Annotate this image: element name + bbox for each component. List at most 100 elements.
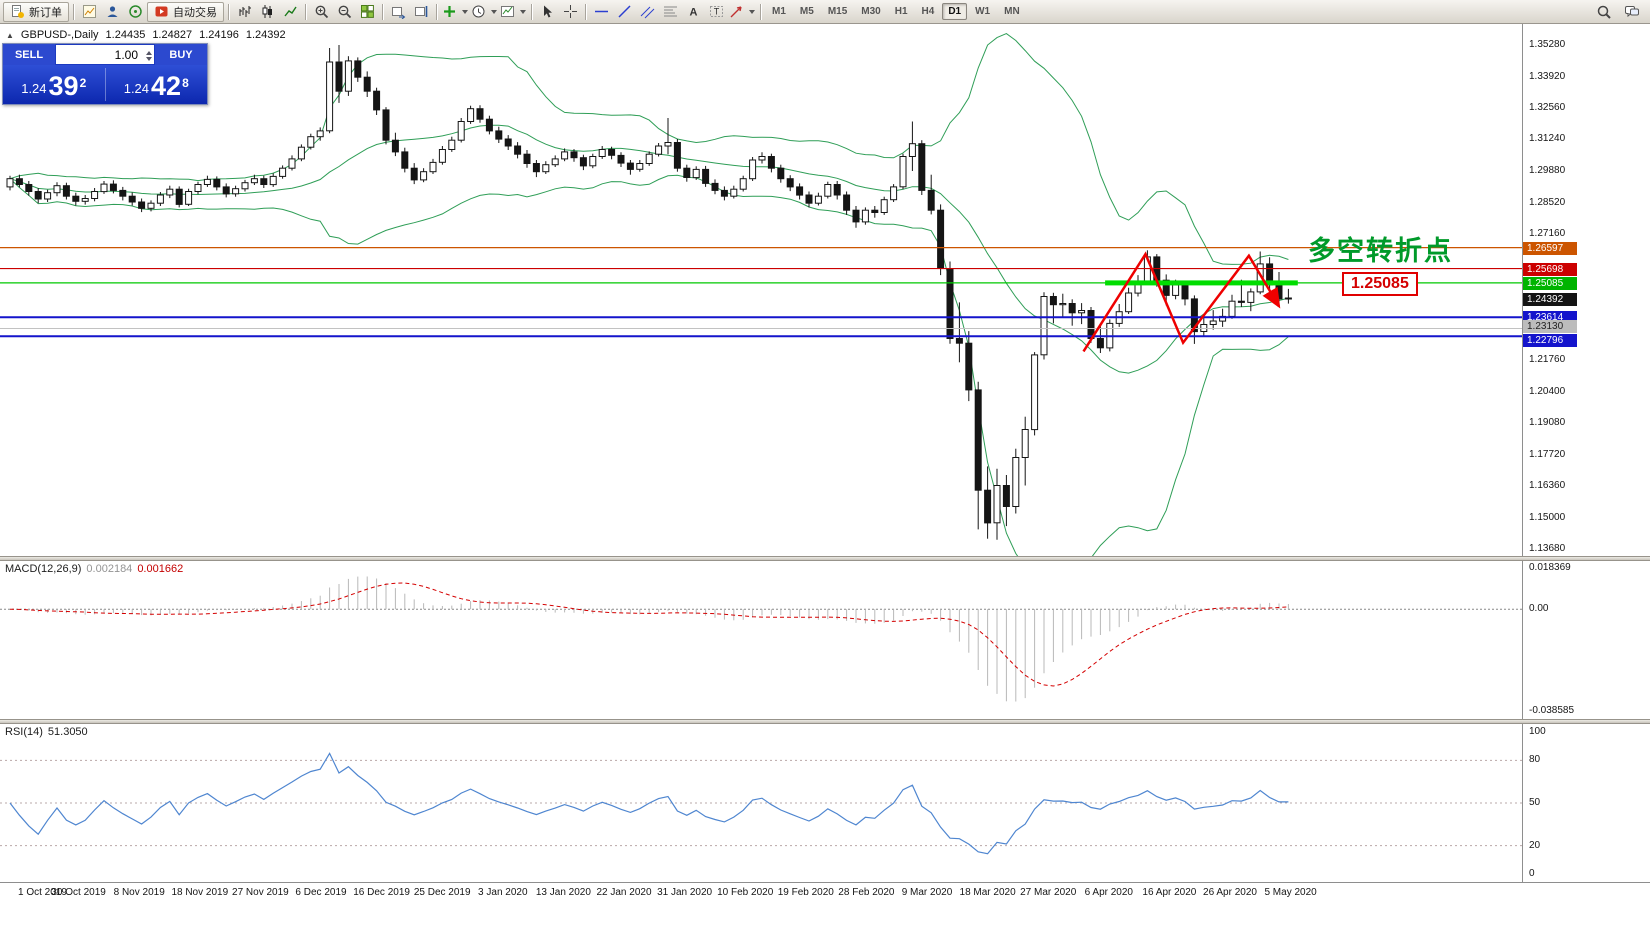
toolbar-separator [228, 3, 229, 20]
chat-button[interactable] [1621, 2, 1643, 22]
price-badge: 1.24392 [1523, 293, 1577, 307]
toolbar-right-group [1593, 2, 1647, 22]
channel-button[interactable] [636, 2, 658, 22]
price-badge: 1.25698 [1523, 262, 1577, 276]
buy-button[interactable]: BUY [155, 44, 207, 65]
new-order-button[interactable]: 新订单 [3, 1, 69, 22]
arrows-button[interactable] [728, 2, 756, 22]
charts-window-button[interactable] [78, 2, 100, 22]
chart-symbol-line: ▲ GBPUSD-,Daily 1.24435 1.24827 1.24196 … [6, 29, 286, 41]
timeframe-button-M1[interactable]: M1 [772, 6, 786, 17]
buy-price[interactable]: 1.24 42 8 [106, 65, 208, 104]
rsi-name: RSI(14) [5, 726, 43, 738]
toolbar-separator [436, 3, 437, 20]
panel-separator[interactable] [0, 719, 1650, 724]
y-axis-tick: 1.32560 [1529, 102, 1566, 114]
label-button[interactable]: T [705, 2, 727, 22]
price-badge: 1.23130 [1523, 319, 1577, 333]
zoom-in-button[interactable] [310, 2, 332, 22]
candlestick-chart [0, 33, 1522, 556]
text-button[interactable]: A [682, 2, 704, 22]
auto-scroll-button[interactable] [387, 2, 409, 22]
templates-button[interactable] [499, 2, 527, 22]
timeframe-button-M30[interactable]: M30 [861, 6, 881, 17]
stepper-down-icon[interactable] [146, 57, 152, 64]
chart-shift-button[interactable] [410, 2, 432, 22]
horizontal-line-button[interactable] [590, 2, 612, 22]
search-icon [1597, 5, 1611, 19]
timeframe-button-W1[interactable]: W1 [975, 6, 991, 17]
x-axis-label: 13 Jan 2020 [535, 887, 591, 898]
rsi-axis[interactable]: 100 80 50 20 0 [1522, 724, 1650, 882]
volume-stepper[interactable] [146, 48, 152, 64]
profiles-icon [107, 6, 117, 17]
panel-separator[interactable] [0, 556, 1650, 561]
zoom-out-button[interactable] [333, 2, 355, 22]
channel-icon [640, 6, 654, 19]
sell-price[interactable]: 1.24 39 2 [3, 65, 105, 104]
main-chart-panel[interactable]: 1.35280 1.33920 1.32560 1.31240 1.29880 1.285… [0, 24, 1650, 556]
timeframe-button-H4[interactable]: H4 [921, 6, 935, 17]
line-chart-button[interactable] [279, 2, 301, 22]
candlestick-chart-button[interactable] [256, 2, 278, 22]
volume-input[interactable] [56, 47, 140, 62]
trendline-button[interactable] [613, 2, 635, 22]
svg-text:T: T [713, 7, 719, 17]
timeframe-button-H1[interactable]: H1 [894, 6, 908, 17]
price-axis[interactable]: 1.35280 1.33920 1.32560 1.31240 1.29880 1.285… [1522, 24, 1650, 556]
time-axis[interactable]: 1 Oct 2019 30 Oct 2019 8 Nov 2019 18 Nov 20… [0, 882, 1650, 948]
autotrading-button[interactable]: 自动交易 [147, 1, 224, 22]
y-axis-tick: 1.35280 [1529, 39, 1566, 50]
timeframe-button-D1[interactable]: D1 [942, 3, 968, 20]
sell-button[interactable]: SELL [3, 44, 55, 65]
trade-panel-toggle-icon[interactable]: ▲ [6, 30, 14, 40]
fibonacci-button[interactable] [659, 2, 681, 22]
price-badge: 1.22796 [1523, 334, 1577, 348]
timeframe-button-M5[interactable]: M5 [799, 6, 814, 17]
market-watch-icon [128, 5, 142, 18]
rsi-axis-label: 80 [1529, 754, 1541, 766]
stepper-up-icon[interactable] [146, 48, 152, 55]
y-axis-tick: 1.15000 [1529, 512, 1566, 524]
macd-panel[interactable]: 0.018369 0.00 -0.038585 MACD(12,26,9) 0.002… [0, 561, 1650, 719]
rsi-label: RSI(14) 51.3050 [5, 726, 88, 738]
rsi-axis-label: 20 [1529, 839, 1541, 851]
toolbar-separator [531, 3, 532, 20]
macd-axis-label: 0.00 [1529, 603, 1549, 615]
price-badge: 1.26597 [1523, 241, 1577, 255]
y-axis-tick: 1.31240 [1529, 133, 1566, 145]
search-button[interactable] [1593, 2, 1615, 22]
timeframe-button-MN[interactable]: MN [1004, 6, 1020, 17]
rsi-panel[interactable]: 100 80 50 20 0 RSI(14) 51.3050 [0, 724, 1650, 882]
macd-chart [0, 576, 1522, 702]
cursor-button[interactable] [536, 2, 558, 22]
market-watch-button[interactable] [124, 2, 146, 22]
timeframe-button-M15[interactable]: M15 [827, 6, 848, 17]
periods-button[interactable] [470, 2, 498, 22]
profiles-button[interactable] [101, 2, 123, 22]
horizontal-line-icon [594, 10, 608, 13]
crosshair-button[interactable] [559, 2, 581, 22]
y-axis-tick: 1.16360 [1529, 480, 1566, 492]
sell-price-sup: 2 [79, 76, 87, 90]
symbol-period-label: GBPUSD-,Daily [20, 29, 99, 41]
rsi-axis-label: 50 [1529, 797, 1541, 808]
tile-windows-button[interactable] [356, 2, 378, 22]
timeframe-group: M1 M5 M15 M30 H1 H4 D1 W1 MN [765, 3, 1027, 20]
indicators-add-icon [444, 6, 455, 17]
indicators-button[interactable] [441, 2, 469, 22]
macd-label: MACD(12,26,9) 0.002184 0.001662 [5, 563, 183, 575]
x-axis-label: 6 Apr 2020 [1084, 887, 1133, 898]
x-axis-label: 16 Apr 2020 [1142, 887, 1197, 898]
x-axis-label: 10 Feb 2020 [717, 887, 774, 898]
macd-axis[interactable]: 0.018369 0.00 -0.038585 [1522, 561, 1650, 719]
x-axis-label: 1 Oct 2019 [18, 887, 67, 898]
rsi-axis-label: 0 [1529, 868, 1535, 879]
autotrading-label: 自动交易 [173, 6, 217, 19]
ohlc-low: 1.24196 [199, 29, 239, 41]
zoom-out-icon [338, 5, 351, 19]
bar-chart-button[interactable] [233, 2, 255, 22]
x-axis-label: 3 Jan 2020 [478, 887, 528, 898]
x-axis-label: 5 May 2020 [1264, 887, 1317, 898]
text-icon: A [689, 7, 697, 19]
